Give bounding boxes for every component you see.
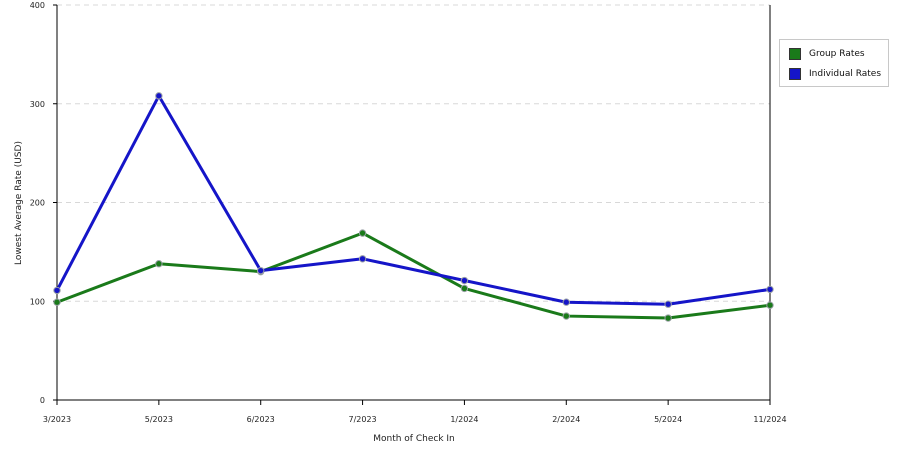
group-rates-point [460, 284, 469, 293]
y-tick-label: 0 [40, 396, 45, 405]
individual-rates-line [55, 94, 771, 306]
x-tick-label: 5/2024 [654, 415, 682, 424]
y-tick-label: 100 [30, 297, 45, 306]
group-rates-point [562, 312, 570, 320]
x-tick-label: 5/2023 [145, 415, 173, 424]
individual-rates-point [664, 300, 672, 308]
individual-rates-point [562, 298, 570, 306]
legend: Group Rates Individual Rates [779, 39, 889, 87]
group-rates-point [155, 260, 163, 268]
gridlines [57, 4, 770, 302]
individual-rates-point [257, 266, 265, 275]
x-axis-ticks: 3/2023 5/2023 6/2023 7/2023 1/2024 2/2024 5/20… [43, 400, 787, 424]
data-series [53, 92, 774, 322]
individual-rates-point [155, 92, 163, 100]
y-axis-ticks: 0 100 200 300 400 [30, 1, 57, 405]
group-rates-swatch [789, 48, 801, 60]
legend-label-group-rates: Group Rates [809, 49, 865, 59]
group-rates-point [53, 298, 61, 306]
legend-item-individual-rates: Individual Rates [789, 67, 881, 81]
y-tick-label: 300 [30, 100, 45, 109]
x-tick-label: 1/2024 [450, 415, 478, 424]
legend-item-group-rates: Group Rates [789, 47, 865, 61]
individual-rates-point [460, 276, 469, 285]
individual-rates-point [53, 286, 61, 295]
individual-rates-point [766, 285, 774, 294]
y-tick-label: 200 [30, 199, 45, 208]
group-rates-point [664, 314, 672, 322]
x-tick-label: 3/2023 [43, 415, 71, 424]
individual-rates-swatch [789, 68, 801, 80]
x-tick-label: 7/2023 [348, 415, 376, 424]
y-axis-label: Lowest Average Rate (USD) [14, 141, 24, 265]
individual-rates-point [358, 255, 367, 263]
group-rates-line [56, 231, 771, 320]
legend-label-individual-rates: Individual Rates [809, 69, 882, 79]
y-tick-label: 400 [30, 1, 45, 10]
x-tick-label: 11/2024 [753, 415, 786, 424]
group-rates-point [766, 301, 774, 309]
group-rates-point [358, 229, 367, 237]
x-axis-label: Month of Check In [373, 434, 455, 444]
x-tick-label: 6/2023 [247, 415, 275, 424]
x-tick-label: 2/2024 [552, 415, 580, 424]
